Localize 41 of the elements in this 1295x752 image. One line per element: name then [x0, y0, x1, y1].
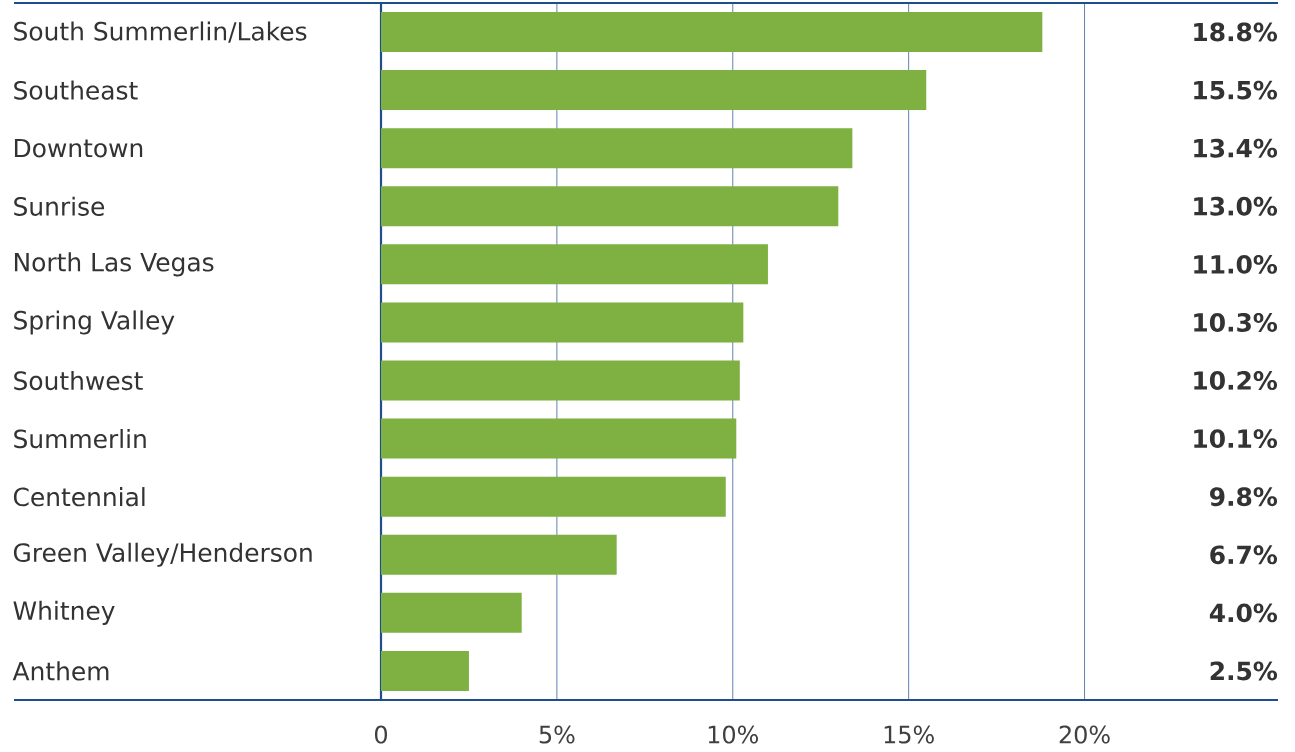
bar: [381, 302, 744, 343]
bar: [381, 418, 737, 459]
bar: [381, 592, 522, 633]
bar: [381, 534, 617, 575]
bar: [381, 128, 853, 169]
data-label: 18.8%: [1194, 22, 1278, 42]
data-label: 4.0%: [1209, 603, 1278, 623]
y-tick-label: Centennial: [13, 487, 145, 507]
bar: [381, 186, 839, 227]
data-label: 9.8%: [1210, 487, 1278, 507]
x-tick-label: 10%: [708, 725, 759, 744]
x-tick-label: 5%: [539, 725, 575, 744]
y-tick-label: Downtown: [14, 138, 143, 158]
y-tick-label: Southeast: [14, 80, 138, 100]
data-label: 15.5%: [1194, 80, 1278, 100]
bar: [381, 650, 469, 691]
y-tick-label: Spring Valley: [14, 310, 175, 335]
data-label: 10.1%: [1194, 429, 1278, 449]
data-label: 2.5%: [1210, 661, 1278, 681]
x-tick-label: 20%: [1059, 725, 1110, 744]
data-label: 10.3%: [1194, 313, 1278, 332]
bar: [381, 244, 768, 285]
y-tick-label: Summerlin: [14, 428, 146, 449]
y-tick-label: South Summerlin/Lakes: [14, 21, 307, 43]
y-tick-label: Anthem: [12, 661, 109, 681]
y-tick-label: Southwest: [14, 370, 143, 391]
y-tick-label: North Las Vegas: [14, 252, 214, 277]
data-label: 13.4%: [1194, 138, 1278, 158]
y-tick-label: Green Valley/Henderson: [13, 542, 312, 567]
y-tick-label: Whitney: [13, 600, 115, 625]
bar: [381, 360, 740, 401]
data-label: 11.0%: [1194, 254, 1278, 274]
bar: [381, 12, 1043, 53]
data-label: 13.0%: [1194, 196, 1278, 216]
data-label: 10.2%: [1194, 371, 1278, 390]
bar: [381, 476, 726, 517]
x-tick-label: 15%: [884, 725, 934, 744]
y-tick-label: Sunrise: [14, 196, 105, 216]
x-tick-label: 0: [374, 725, 388, 744]
data-label: 6.7%: [1210, 545, 1278, 565]
bar: [381, 70, 927, 111]
